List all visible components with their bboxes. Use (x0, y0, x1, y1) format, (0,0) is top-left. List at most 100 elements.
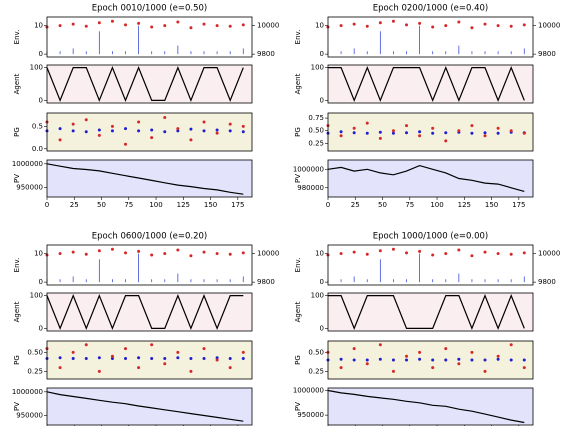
y-axis-label: PG (294, 355, 302, 365)
dot (522, 366, 526, 370)
x-tick-label: 50 (378, 201, 387, 209)
y-axis-label: PG (294, 127, 302, 137)
panel-background (328, 17, 533, 57)
dot (71, 250, 75, 254)
dot (509, 343, 513, 347)
dot (405, 354, 409, 358)
y2-tick-label: 9800 (257, 50, 275, 58)
dot (202, 129, 206, 133)
dot (228, 252, 232, 256)
x-tick-label: 25 (70, 201, 79, 209)
dot (71, 350, 75, 354)
y2-tick-label: 10000 (538, 250, 560, 258)
dot (522, 23, 526, 27)
dot (84, 252, 88, 256)
series-line (46, 293, 244, 331)
y-tick-label: 0.50 (308, 348, 324, 356)
dot (189, 127, 193, 131)
dot (202, 22, 206, 26)
dot (215, 131, 219, 135)
y-tick-label: 1000000 (293, 165, 324, 173)
dot (431, 366, 435, 370)
dot (189, 356, 193, 360)
panel-frame (46, 244, 253, 286)
panel-frame (327, 159, 534, 198)
dot (110, 124, 114, 128)
dot (470, 124, 474, 128)
x-tick-label: 75 (405, 201, 414, 209)
y-tick-label: 100 (30, 292, 43, 300)
y-tick-label: 10 (34, 22, 43, 30)
y2-tick-label: 10000 (257, 22, 279, 30)
panel-frame (327, 292, 534, 332)
dot (496, 24, 500, 28)
y-axis-label: PV (13, 402, 21, 411)
dot (215, 358, 219, 362)
dot (365, 358, 369, 362)
y-tick-label: 950000 (16, 412, 43, 420)
dot (431, 358, 435, 362)
dot (418, 134, 422, 138)
dot (457, 129, 461, 133)
y-tick-label: 10 (315, 250, 324, 258)
dot (431, 126, 435, 130)
series-line (46, 65, 244, 103)
dot (431, 131, 435, 135)
panel-background (47, 388, 252, 425)
panel-frame (46, 16, 253, 58)
dot (97, 21, 101, 25)
dot (378, 249, 382, 253)
y-tick-label: 0.0 (32, 145, 43, 153)
dot (405, 124, 409, 128)
y-tick-label: 0.25 (27, 367, 43, 375)
y-tick-label: 0 (320, 96, 324, 104)
chart-title: Epoch 0200/1000 (e=0.40) (373, 4, 488, 14)
panel-frame (46, 340, 253, 380)
x-tick-label: 125 (177, 201, 190, 209)
dot (378, 343, 382, 347)
dot (228, 129, 232, 133)
dot (378, 21, 382, 25)
dot (391, 369, 395, 373)
dot (189, 369, 193, 373)
dot (352, 131, 356, 135)
dot (352, 250, 356, 254)
dot (365, 362, 369, 366)
dot (418, 350, 422, 354)
panel-background (328, 388, 533, 425)
y-tick-label: 0 (320, 50, 324, 58)
y-axis-label: PG (13, 127, 21, 137)
dot (58, 138, 62, 142)
y2-tick-label: 9800 (538, 278, 556, 286)
dot (228, 366, 232, 370)
dot (150, 136, 154, 140)
y-axis-label: Env. (13, 30, 21, 45)
dot (71, 129, 75, 133)
dot (509, 24, 513, 28)
dot (84, 130, 88, 134)
dot (137, 356, 141, 360)
dot (124, 347, 128, 351)
dot (483, 134, 487, 138)
panel-background (47, 341, 252, 379)
dot (71, 122, 75, 126)
dot (496, 252, 500, 256)
panel-background (47, 245, 252, 285)
panel-frame (327, 340, 534, 380)
panel-frame (46, 64, 253, 104)
dot (163, 356, 167, 360)
y-tick-label: 10 (315, 22, 324, 30)
y-tick-label: 0.25 (308, 139, 324, 147)
dot (176, 350, 180, 354)
dot (522, 251, 526, 255)
panel-frame (327, 16, 534, 58)
dot (228, 356, 232, 360)
dot (241, 124, 245, 128)
dot (496, 131, 500, 135)
x-tick-label: 175 (231, 201, 244, 209)
y-tick-label: 100 (30, 64, 43, 72)
dot (150, 25, 154, 29)
x-tick-label: 150 (485, 201, 498, 209)
y-axis-label: PG (13, 355, 21, 365)
dot (241, 251, 245, 255)
